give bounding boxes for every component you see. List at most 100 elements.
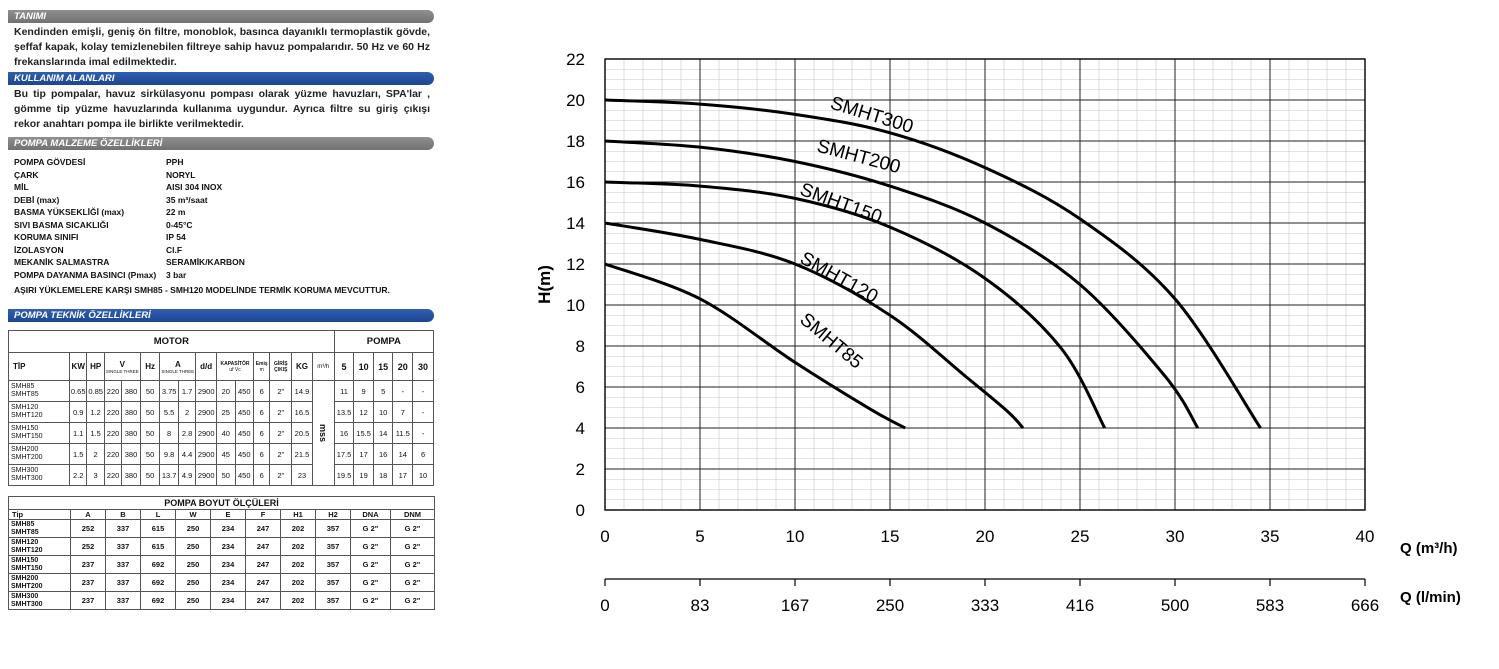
dim-tip-three: SMHT150 — [11, 564, 43, 572]
tech-row: SMH300 SMHT300 2.2 3 220 380 50 13.7 4.9 2900 50 45… — [8, 464, 434, 486]
dimension-table: POMPA BOYUT ÖLÇÜLERİ Tip A B L W E F H1 H2 DNA DNM… — [8, 496, 435, 610]
th-v-sub: SINGLE THREE — [105, 368, 139, 374]
dim-value: 337 — [105, 537, 141, 556]
th-kg: KG — [291, 352, 313, 381]
tech-vc: 450 — [234, 401, 255, 423]
tech-uf: 45 — [216, 443, 236, 465]
tech-a3: 4.4 — [177, 443, 197, 465]
tech-tip: SMH200 SMHT200 — [8, 443, 70, 465]
tech-head-value: 5 — [372, 380, 394, 402]
y-tick-label: 6 — [576, 378, 585, 397]
dim-value: G 2" — [390, 573, 435, 592]
left-panel: TANIMI Kendinden emişli, geniş ön filtre… — [8, 10, 435, 610]
plot-border — [604, 58, 1366, 511]
curve-smht300 — [604, 98, 1262, 429]
dim-value: 337 — [105, 591, 141, 610]
tech-a3: 2.8 — [177, 422, 197, 444]
dim-value: 234 — [210, 555, 246, 574]
dim-value: 250 — [175, 573, 211, 592]
dim-value: 202 — [280, 555, 316, 574]
dim-value: 202 — [280, 591, 316, 610]
th-emis: Emiş m — [253, 352, 271, 381]
y-tick-label: 14 — [566, 214, 585, 233]
material-key: ÇARK — [14, 169, 39, 180]
tech-head-value: 17 — [353, 443, 374, 465]
th-hp-label: HP — [90, 362, 102, 371]
tech-tip-three: SMHT300 — [11, 475, 43, 482]
tech-vc: 450 — [234, 443, 255, 465]
mss-text: mss — [318, 423, 329, 443]
tech-a1: 8 — [159, 422, 179, 444]
material-note: AŞIRI YÜKLEMELERE KARŞI SMH85 - SMH120 M… — [14, 285, 390, 295]
tech-head-value: 15.5 — [353, 422, 374, 444]
tech-head-value: 17 — [392, 464, 414, 486]
tech-v1: 220 — [103, 422, 123, 444]
dim-value: 252 — [70, 519, 106, 538]
th-flow-label: 10 — [358, 361, 369, 372]
th-v-label: V — [119, 359, 125, 369]
tech-head-value: 18 — [372, 464, 394, 486]
dim-value: 357 — [315, 537, 351, 556]
tech-tip-single: SMH85 — [11, 383, 35, 390]
dim-value: 202 — [280, 537, 316, 556]
material-value: SERAMİK/KARBON — [166, 257, 245, 267]
tech-head-value: 14 — [372, 422, 394, 444]
tech-hp: 2 — [86, 443, 105, 465]
dim-value: 234 — [210, 573, 246, 592]
tech-hz: 50 — [139, 401, 161, 423]
th-a-sub: SINGLE THREE — [161, 368, 195, 374]
tech-row: SMH150 SMHT150 1.1 1.5 220 380 50 8 2.8 2900 40 450… — [8, 422, 434, 444]
y-tick-label: 20 — [566, 91, 585, 110]
th-cikis-label: ÇIKIŞ — [274, 366, 288, 373]
tech-v3: 380 — [121, 443, 141, 465]
tech-v1: 220 — [103, 443, 123, 465]
tech-head-value: - — [412, 401, 434, 423]
x-tick-label: 35 — [1261, 527, 1280, 546]
tech-a1: 13.7 — [159, 464, 179, 486]
th-tip: TİP — [8, 352, 70, 381]
dim-value: 250 — [175, 591, 211, 610]
material-key: SIVI BASMA SICAKLIĞI — [14, 219, 109, 230]
tech-tip-three: SMHT150 — [11, 433, 43, 440]
dim-value: G 2" — [390, 555, 435, 574]
tech-tip: SMH150 SMHT150 — [8, 422, 70, 444]
dim-tip-three: SMHT300 — [11, 600, 43, 608]
dim-value: 615 — [140, 537, 176, 556]
tech-head-value: 6 — [412, 443, 434, 465]
tech-kw: 1.5 — [68, 443, 88, 465]
tech-kg: 21.5 — [291, 443, 313, 465]
tech-kw: 1.1 — [68, 422, 88, 444]
th-hz-label: Hz — [145, 362, 155, 371]
dim-tip-single: SMH85 — [11, 520, 35, 528]
th-flow-label: 30 — [418, 361, 429, 372]
dim-value: 247 — [245, 591, 281, 610]
curve-label: SMHT120 — [796, 248, 881, 308]
material-value: Cl.F — [166, 244, 183, 255]
tech-row: SMH200 SMHT200 1.5 2 220 380 50 9.8 4.4 2900 45 450… — [8, 443, 434, 465]
dim-value: 357 — [315, 555, 351, 574]
tech-a3: 2 — [177, 401, 197, 423]
tech-hp: 3 — [86, 464, 105, 486]
material-value: NORYL — [166, 169, 196, 180]
material-value: 35 m³/saat — [166, 194, 208, 205]
dim-value: 357 — [315, 519, 351, 538]
dim-value: 202 — [280, 519, 316, 538]
dim-header: W — [175, 509, 211, 520]
y-tick-label: 8 — [576, 337, 585, 356]
th-emis-unit: m — [259, 366, 264, 373]
th-kg-label: KG — [295, 362, 308, 371]
tech-uf: 20 — [216, 380, 236, 402]
material-key: POMPA DAYANMA BASINCI (Pmax) — [14, 269, 157, 280]
kullanim-text: Bu tip pompalar, havuz sirkülasyonu pomp… — [14, 88, 430, 130]
th-m3h: m³/h — [311, 352, 335, 381]
material-row: KORUMA SINIFI IP 54 — [14, 231, 245, 244]
dim-header: L — [140, 509, 176, 520]
secondary-tick-label: 83 — [691, 596, 710, 615]
x-tick-label: 25 — [1071, 527, 1090, 546]
secondary-tick-label: 583 — [1256, 596, 1284, 615]
tech-hp: 0.85 — [86, 380, 105, 402]
th-flow: 10 — [353, 352, 374, 381]
dim-tip: SMH300 SMHT300 — [8, 591, 71, 610]
tech-vc: 450 — [234, 380, 255, 402]
tech-v3: 380 — [121, 464, 141, 486]
